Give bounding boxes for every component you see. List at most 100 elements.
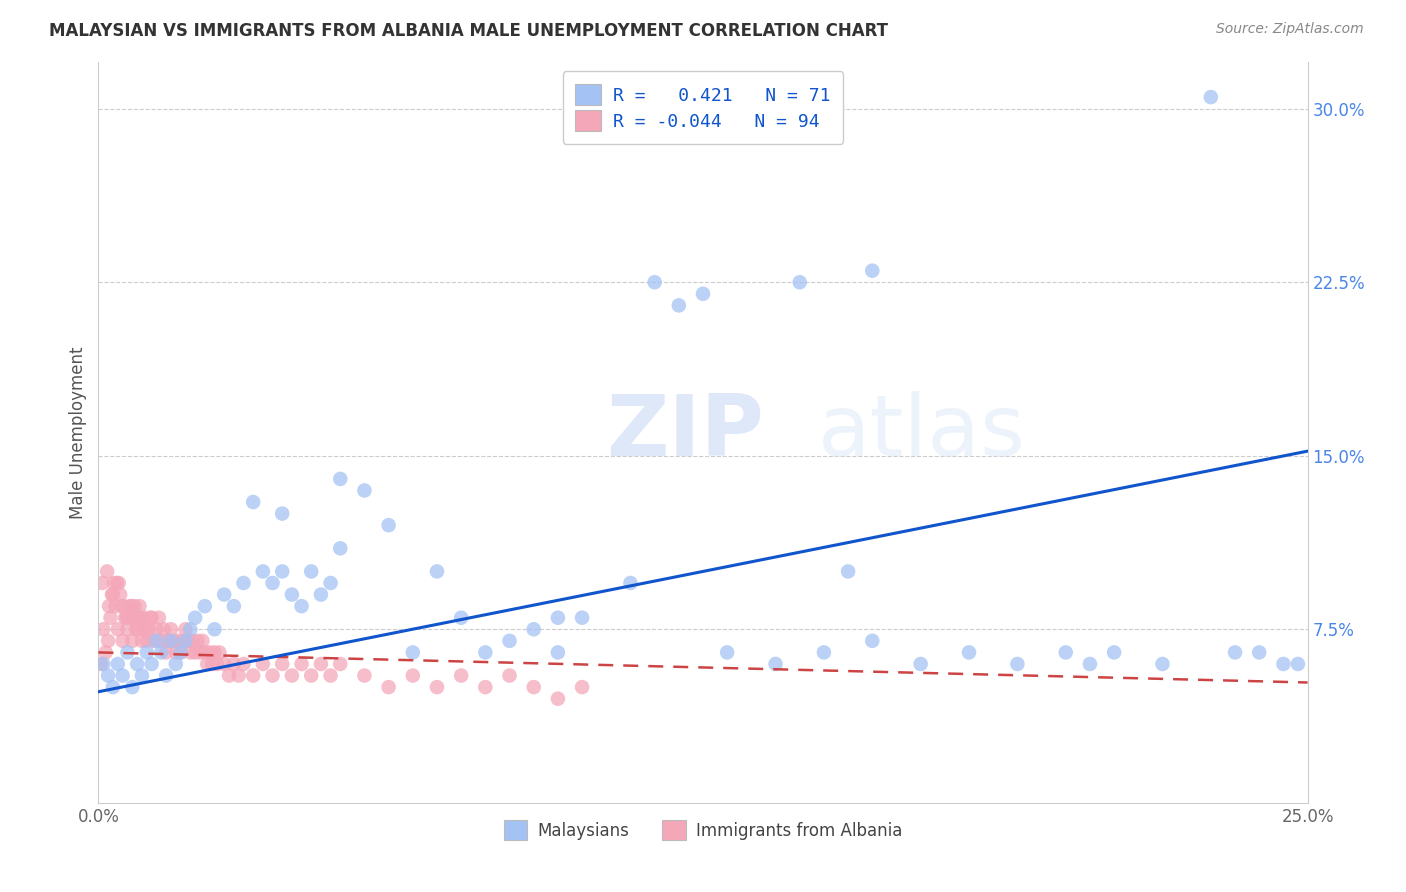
Point — [104, 599, 127, 614]
Point — [101, 680, 124, 694]
Point — [547, 645, 569, 659]
Point — [96, 565, 118, 579]
Point — [1249, 645, 1271, 659]
Point — [91, 576, 114, 591]
Point — [377, 518, 399, 533]
Point — [187, 633, 209, 648]
Point — [155, 645, 177, 659]
Point — [117, 645, 139, 659]
Point — [450, 610, 472, 624]
Point — [108, 588, 131, 602]
Point — [177, 633, 200, 648]
Point — [474, 680, 496, 694]
Point — [124, 599, 146, 614]
Point — [128, 599, 150, 614]
Point — [222, 657, 245, 671]
Point — [262, 668, 284, 682]
Point — [692, 286, 714, 301]
Point — [127, 610, 149, 624]
Point — [242, 495, 264, 509]
Point — [129, 610, 152, 624]
Point — [523, 680, 546, 694]
Point — [212, 657, 235, 671]
Point — [547, 610, 569, 624]
Point — [100, 610, 122, 624]
Point — [162, 633, 184, 648]
Point — [101, 588, 124, 602]
Point — [160, 633, 183, 648]
Point — [101, 588, 124, 602]
Point — [208, 645, 231, 659]
Point — [90, 657, 112, 671]
Point — [157, 633, 180, 648]
Point — [94, 645, 117, 659]
Point — [165, 657, 187, 671]
Point — [281, 588, 304, 602]
Point — [309, 588, 332, 602]
Text: Source: ZipAtlas.com: Source: ZipAtlas.com — [1216, 22, 1364, 37]
Point — [450, 668, 472, 682]
Point — [107, 657, 129, 671]
Point — [194, 645, 217, 659]
Point — [134, 610, 156, 624]
Point — [143, 633, 166, 648]
Point — [152, 622, 174, 636]
Point — [1102, 645, 1125, 659]
Point — [117, 610, 139, 624]
Point — [329, 472, 352, 486]
Point — [547, 691, 569, 706]
Point — [174, 633, 197, 648]
Point — [179, 622, 201, 636]
Point — [290, 657, 312, 671]
Point — [120, 599, 142, 614]
Text: atlas: atlas — [818, 391, 1026, 475]
Point — [181, 633, 204, 648]
Point — [160, 622, 183, 636]
Point — [169, 645, 191, 659]
Point — [111, 599, 134, 614]
Point — [194, 599, 217, 614]
Point — [232, 657, 254, 671]
Point — [474, 645, 496, 659]
Point — [426, 565, 449, 579]
Point — [353, 668, 375, 682]
Point — [115, 610, 138, 624]
Point — [107, 622, 129, 636]
Point — [117, 622, 139, 636]
Point — [98, 599, 121, 614]
Point — [498, 633, 520, 648]
Point — [262, 576, 284, 591]
Point — [232, 576, 254, 591]
Point — [111, 668, 134, 682]
Point — [271, 507, 294, 521]
Point — [135, 633, 157, 648]
Point — [860, 633, 883, 648]
Point — [319, 668, 342, 682]
Point — [765, 657, 787, 671]
Point — [205, 657, 228, 671]
Point — [141, 610, 163, 624]
Point — [860, 263, 883, 277]
Point — [813, 645, 835, 659]
Point — [150, 633, 173, 648]
Point — [426, 680, 449, 694]
Point — [837, 565, 859, 579]
Point — [1054, 645, 1077, 659]
Text: ZIP: ZIP — [606, 391, 763, 475]
Point — [910, 657, 932, 671]
Point — [155, 668, 177, 682]
Point — [402, 668, 425, 682]
Point — [498, 668, 520, 682]
Point — [191, 633, 214, 648]
Point — [1007, 657, 1029, 671]
Point — [212, 588, 235, 602]
Point — [138, 622, 160, 636]
Point — [121, 680, 143, 694]
Point — [114, 610, 136, 624]
Point — [188, 645, 211, 659]
Point — [329, 541, 352, 556]
Point — [377, 680, 399, 694]
Point — [111, 633, 134, 648]
Point — [198, 645, 221, 659]
Point — [668, 298, 690, 312]
